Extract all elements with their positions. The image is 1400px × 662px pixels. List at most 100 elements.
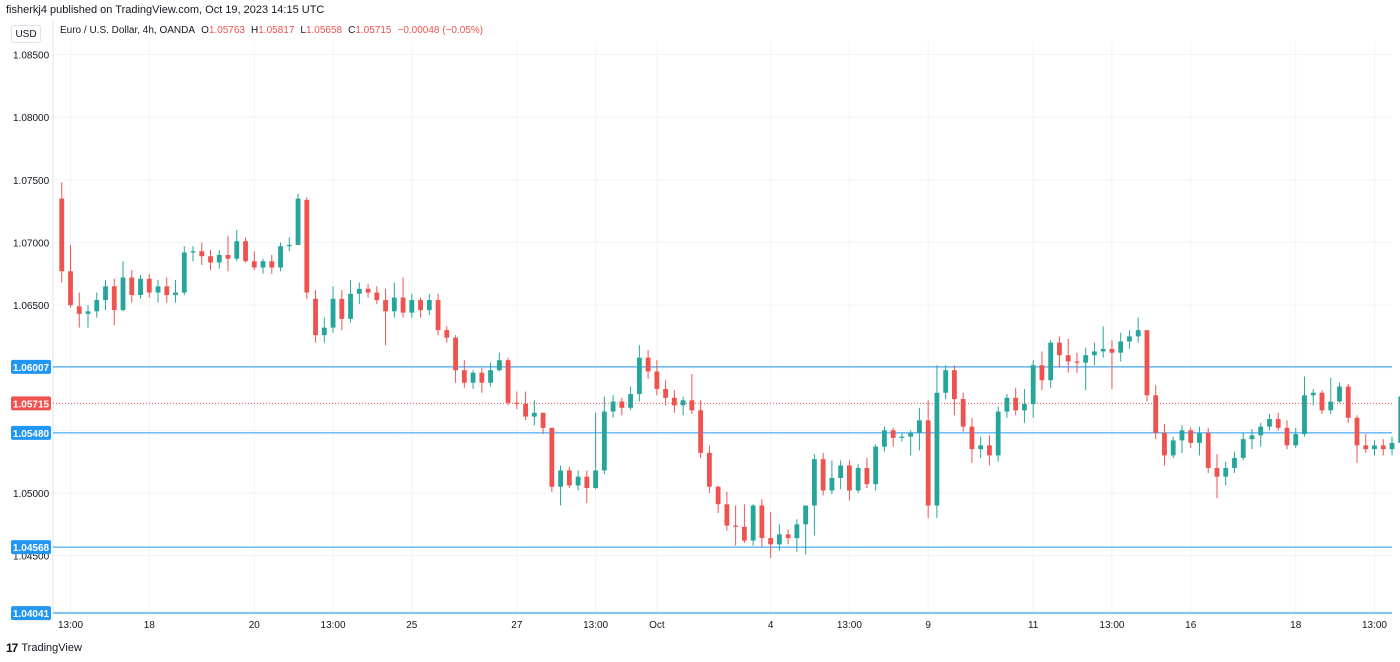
candle-down bbox=[1057, 342, 1062, 356]
candle-down bbox=[540, 412, 546, 428]
candle-up bbox=[1398, 396, 1400, 443]
candle-up bbox=[1100, 348, 1106, 352]
candle-up bbox=[1310, 392, 1316, 396]
candle-down bbox=[1162, 432, 1167, 456]
candle-down bbox=[68, 271, 73, 306]
candle-down bbox=[987, 445, 992, 456]
level-tag-label: 1.05480 bbox=[13, 429, 50, 440]
candle-down bbox=[1013, 397, 1019, 411]
candle-down bbox=[724, 504, 730, 526]
candle-up bbox=[934, 392, 940, 506]
candle-down bbox=[1354, 417, 1360, 446]
candle-up bbox=[426, 300, 432, 311]
candle-up bbox=[899, 436, 905, 438]
x-tick-label: 13:00 bbox=[321, 620, 346, 631]
candle-down bbox=[339, 298, 345, 319]
candle-up bbox=[321, 327, 327, 336]
candle-up bbox=[1170, 440, 1176, 456]
candle-up bbox=[575, 476, 581, 486]
candle-down bbox=[1205, 432, 1211, 468]
x-tick-label: 20 bbox=[249, 620, 261, 631]
candle-down bbox=[864, 467, 870, 485]
close-value: 1.05715 bbox=[355, 25, 392, 36]
candle-up bbox=[1267, 419, 1272, 427]
tradingview-brand: TradingView bbox=[21, 642, 82, 654]
candle-up bbox=[470, 372, 476, 383]
x-tick-label: 13:00 bbox=[58, 620, 83, 631]
candle-down bbox=[1109, 348, 1115, 353]
candle-up bbox=[1179, 430, 1185, 441]
candle-down bbox=[969, 426, 975, 450]
candle-up bbox=[829, 477, 835, 491]
candle-down bbox=[654, 371, 660, 390]
candle-up bbox=[873, 446, 879, 485]
candle-up bbox=[1232, 457, 1237, 468]
level-tag bbox=[11, 425, 51, 440]
candle-down bbox=[1380, 445, 1386, 450]
candle-down bbox=[619, 401, 625, 408]
candle-down bbox=[715, 486, 721, 505]
candle-up bbox=[234, 241, 240, 259]
candle-up bbox=[978, 445, 984, 450]
candle-down bbox=[461, 370, 467, 383]
candle-down bbox=[1363, 445, 1369, 450]
x-tick-label: 13:00 bbox=[837, 620, 862, 631]
candle-up bbox=[295, 198, 301, 245]
candle-down bbox=[566, 470, 572, 486]
candle-down bbox=[400, 297, 406, 313]
candle-up bbox=[138, 278, 143, 296]
tradingview-logo-icon: 17 bbox=[6, 641, 18, 655]
candle-down bbox=[846, 465, 852, 491]
candle-up bbox=[496, 360, 502, 371]
candle-down bbox=[505, 360, 511, 403]
candle-down bbox=[374, 292, 380, 301]
candle-down bbox=[313, 298, 318, 336]
last-price-tag bbox=[11, 396, 51, 411]
x-tick-label: 18 bbox=[1290, 620, 1302, 631]
candle-down bbox=[76, 306, 82, 314]
candle-up bbox=[1258, 426, 1264, 436]
candle-down bbox=[1345, 386, 1351, 418]
candle-up bbox=[1127, 336, 1132, 342]
candle-up bbox=[610, 401, 616, 412]
candle-down bbox=[304, 199, 310, 293]
candle-down bbox=[199, 251, 205, 257]
candle-down bbox=[741, 526, 747, 541]
candle-up bbox=[391, 297, 397, 312]
candle-up bbox=[1389, 442, 1395, 450]
candle-down bbox=[146, 278, 152, 293]
candle-down bbox=[453, 337, 458, 371]
candle-up bbox=[794, 524, 800, 539]
low-value: 1.05658 bbox=[305, 25, 343, 36]
candle-up bbox=[216, 254, 222, 263]
candle-up bbox=[811, 459, 817, 506]
candle-down bbox=[59, 198, 65, 272]
candle-up bbox=[531, 412, 537, 417]
candle-up bbox=[1302, 395, 1307, 435]
x-tick-label: 27 bbox=[511, 620, 523, 631]
candle-down bbox=[269, 261, 275, 268]
candle-down bbox=[706, 452, 712, 487]
candle-up bbox=[750, 505, 756, 541]
candle-up bbox=[917, 420, 922, 433]
candle-up bbox=[1197, 432, 1202, 443]
candle-down bbox=[111, 286, 117, 311]
candle-up bbox=[173, 292, 178, 296]
candle-up bbox=[855, 467, 861, 491]
candle-down bbox=[952, 370, 957, 400]
footer: 17 TradingView bbox=[6, 641, 82, 655]
candle-down bbox=[689, 400, 695, 411]
candle-down bbox=[479, 372, 485, 383]
candle-up bbox=[120, 277, 126, 311]
candle-up bbox=[943, 370, 949, 393]
candle-up bbox=[636, 357, 642, 395]
candle-down bbox=[698, 410, 704, 453]
currency-label[interactable]: USD bbox=[11, 25, 41, 43]
candle-down bbox=[820, 459, 826, 491]
candle-down bbox=[1153, 395, 1159, 433]
candle-up bbox=[908, 432, 914, 437]
candle-up bbox=[680, 400, 686, 406]
published-credit: fisherkj4 published on TradingView.com, … bbox=[6, 4, 325, 16]
candle-up bbox=[94, 300, 100, 312]
